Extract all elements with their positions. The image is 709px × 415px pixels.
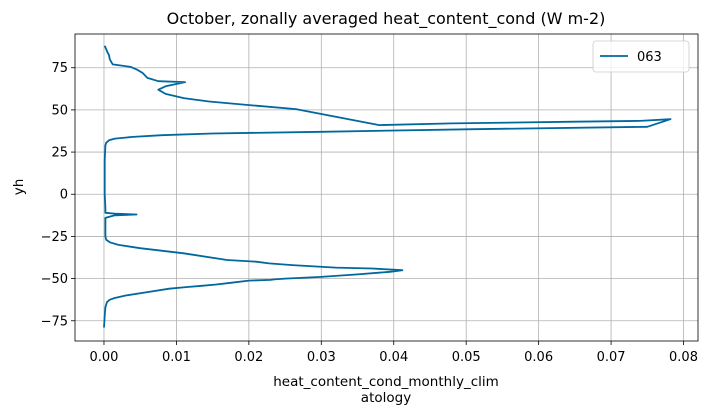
y-tick-label: 0 bbox=[60, 188, 68, 203]
chart-title: October, zonally averaged heat_content_c… bbox=[167, 9, 606, 29]
plot-area bbox=[74, 33, 699, 342]
y-tick-label: −25 bbox=[41, 230, 68, 245]
y-tick-label: 50 bbox=[51, 103, 68, 118]
x-tick-label: 0.02 bbox=[234, 350, 263, 365]
x-tick-label: 0.07 bbox=[597, 350, 626, 365]
grid bbox=[75, 34, 698, 341]
x-tick-label: 0.00 bbox=[90, 350, 119, 365]
legend-label: 063 bbox=[637, 50, 662, 65]
y-tick-label: −75 bbox=[41, 314, 68, 329]
x-tick-label: 0.01 bbox=[162, 350, 191, 365]
y-tick-label: −50 bbox=[41, 272, 68, 287]
y-tick-label: 75 bbox=[51, 61, 68, 76]
legend-box bbox=[592, 40, 690, 73]
x-axis: 0.00 0.01 0.02 0.03 0.04 0.05 0.06 0.07 0.08 bbox=[90, 341, 698, 365]
series-line-063 bbox=[103, 45, 672, 328]
x-tick-label: 0.04 bbox=[379, 350, 408, 365]
series-layer bbox=[103, 45, 672, 328]
x-tick-label: 0.05 bbox=[452, 350, 481, 365]
legend: 063 bbox=[592, 40, 690, 73]
y-tick-label: 25 bbox=[51, 146, 68, 161]
y-axis: −75 −50 −25 0 25 50 75 bbox=[41, 61, 75, 329]
y-axis-label: yh bbox=[11, 179, 27, 196]
x-axis-label-line-1: heat_content_cond_monthly_clim bbox=[273, 374, 499, 390]
x-tick-label: 0.08 bbox=[669, 350, 698, 365]
x-axis-label-line-2: atology bbox=[361, 390, 411, 406]
x-tick-label: 0.06 bbox=[524, 350, 553, 365]
x-tick-label: 0.03 bbox=[307, 350, 336, 365]
